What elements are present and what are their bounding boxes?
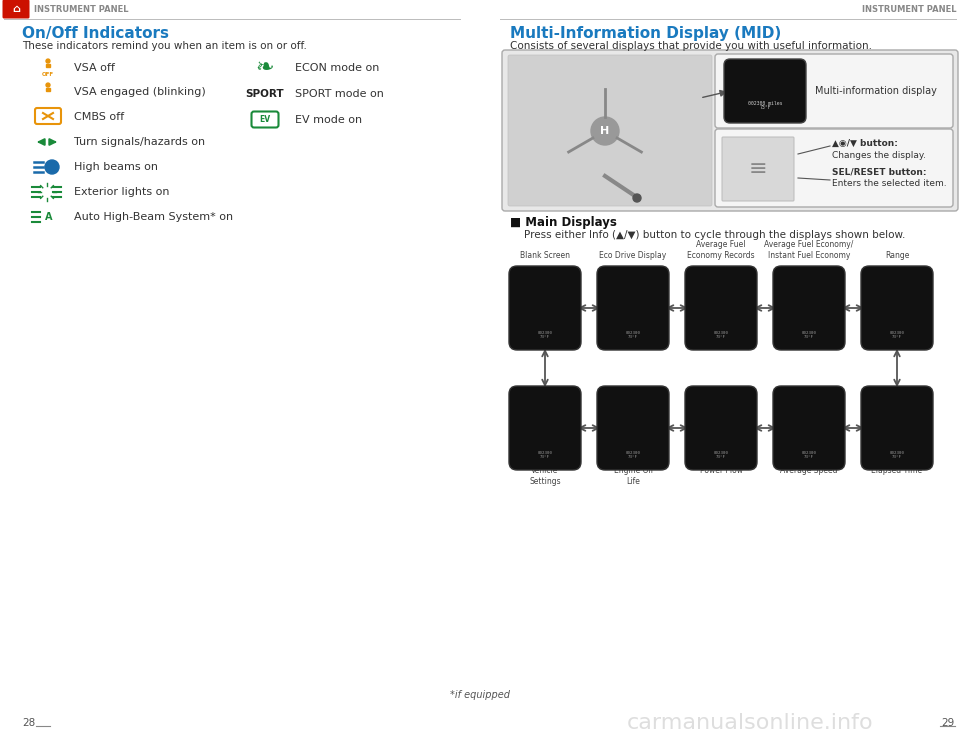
Text: 002300: 002300 <box>626 331 640 335</box>
Text: SEL/RESET button:: SEL/RESET button: <box>832 168 926 176</box>
Text: ▲◉/▼ button:: ▲◉/▼ button: <box>832 139 898 148</box>
FancyArrow shape <box>46 63 50 67</box>
Text: Multi-information display: Multi-information display <box>815 86 937 96</box>
Text: These indicators remind you when an item is on or off.: These indicators remind you when an item… <box>22 41 307 51</box>
FancyBboxPatch shape <box>724 59 806 123</box>
FancyBboxPatch shape <box>509 386 581 470</box>
FancyBboxPatch shape <box>597 386 669 470</box>
Text: Enters the selected item.: Enters the selected item. <box>832 179 947 188</box>
Text: CMBS off: CMBS off <box>74 112 124 122</box>
Text: SPORT mode on: SPORT mode on <box>295 89 384 99</box>
Text: ■ Main Displays: ■ Main Displays <box>510 216 617 229</box>
Text: Turn signals/hazards on: Turn signals/hazards on <box>74 137 205 147</box>
Text: EV: EV <box>259 114 271 123</box>
Text: Elapsed Time: Elapsed Time <box>872 466 923 475</box>
Circle shape <box>46 83 50 87</box>
Text: INSTRUMENT PANEL: INSTRUMENT PANEL <box>861 4 956 13</box>
FancyBboxPatch shape <box>685 386 757 470</box>
Text: VSA off: VSA off <box>74 63 115 73</box>
Text: 002300: 002300 <box>802 331 817 335</box>
Circle shape <box>633 194 641 202</box>
Circle shape <box>46 59 50 63</box>
Text: 73°F: 73°F <box>540 455 550 459</box>
FancyBboxPatch shape <box>509 266 581 350</box>
Text: 002300: 002300 <box>713 331 729 335</box>
Text: Blank Screen: Blank Screen <box>520 251 570 260</box>
Text: 73°F: 73°F <box>892 335 902 339</box>
Text: Consists of several displays that provide you with useful information.: Consists of several displays that provid… <box>510 41 872 51</box>
Text: Eco Drive Display: Eco Drive Display <box>599 251 666 260</box>
Text: OFF: OFF <box>42 72 54 77</box>
Text: On/Off Indicators: On/Off Indicators <box>22 26 169 41</box>
Text: Average Fuel
Economy Records: Average Fuel Economy Records <box>687 240 755 260</box>
Text: 29: 29 <box>942 718 955 728</box>
Text: 73°F: 73°F <box>716 455 726 459</box>
Text: 73°F: 73°F <box>759 105 771 110</box>
FancyBboxPatch shape <box>861 266 933 350</box>
Text: EV mode on: EV mode on <box>295 115 362 125</box>
FancyBboxPatch shape <box>3 0 30 18</box>
FancyArrow shape <box>46 88 50 92</box>
Text: 73°F: 73°F <box>628 455 638 459</box>
Text: 73°F: 73°F <box>892 455 902 459</box>
Text: 73°F: 73°F <box>716 335 726 339</box>
Text: Power Flow: Power Flow <box>700 466 742 475</box>
Text: 28: 28 <box>22 718 36 728</box>
Text: Changes the display.: Changes the display. <box>832 151 925 159</box>
Text: *if equipped: *if equipped <box>450 690 510 700</box>
Text: ECON mode on: ECON mode on <box>295 63 379 73</box>
Text: INSTRUMENT PANEL: INSTRUMENT PANEL <box>34 4 129 13</box>
Text: 002300: 002300 <box>802 451 817 455</box>
Text: Vehicle
Settings: Vehicle Settings <box>529 466 561 486</box>
FancyBboxPatch shape <box>773 266 845 350</box>
Text: Exterior lights on: Exterior lights on <box>74 187 170 197</box>
Text: 002300: 002300 <box>713 451 729 455</box>
Text: H: H <box>600 126 610 136</box>
Text: Press either Info (▲/▼) button to cycle through the displays shown below.: Press either Info (▲/▼) button to cycle … <box>524 230 905 240</box>
Text: 002300: 002300 <box>538 331 553 335</box>
FancyBboxPatch shape <box>508 55 712 206</box>
Text: 73°F: 73°F <box>804 455 814 459</box>
Text: 002300 miles: 002300 miles <box>748 101 782 106</box>
Circle shape <box>591 117 619 145</box>
Text: A: A <box>45 212 53 222</box>
FancyBboxPatch shape <box>861 386 933 470</box>
Text: ≡: ≡ <box>749 159 767 179</box>
Text: 002300: 002300 <box>538 451 553 455</box>
Text: carmanualsonline.info: carmanualsonline.info <box>627 713 874 733</box>
Text: High beams on: High beams on <box>74 162 158 172</box>
Text: 002300: 002300 <box>890 331 904 335</box>
FancyBboxPatch shape <box>685 266 757 350</box>
Text: SPORT: SPORT <box>246 89 284 99</box>
Text: 002300: 002300 <box>890 451 904 455</box>
Text: VSA engaged (blinking): VSA engaged (blinking) <box>74 87 205 97</box>
Text: 002300: 002300 <box>626 451 640 455</box>
Text: Auto High-Beam System* on: Auto High-Beam System* on <box>74 212 233 222</box>
Text: Engine Oil
Life: Engine Oil Life <box>613 466 653 486</box>
Text: ❧: ❧ <box>255 58 275 78</box>
Text: ⌂: ⌂ <box>12 4 20 14</box>
Text: Average Fuel Economy/
Instant Fuel Economy: Average Fuel Economy/ Instant Fuel Econo… <box>764 240 853 260</box>
Circle shape <box>45 160 59 174</box>
Text: Range: Range <box>885 251 909 260</box>
Text: 73°F: 73°F <box>628 335 638 339</box>
FancyBboxPatch shape <box>597 266 669 350</box>
FancyBboxPatch shape <box>502 50 958 211</box>
Text: 73°F: 73°F <box>540 335 550 339</box>
Text: Multi-Information Display (MID): Multi-Information Display (MID) <box>510 26 781 41</box>
FancyBboxPatch shape <box>722 137 794 201</box>
FancyBboxPatch shape <box>715 129 953 207</box>
FancyBboxPatch shape <box>773 386 845 470</box>
FancyBboxPatch shape <box>715 54 953 128</box>
Text: 73°F: 73°F <box>804 335 814 339</box>
Text: Average Speed: Average Speed <box>780 466 838 475</box>
